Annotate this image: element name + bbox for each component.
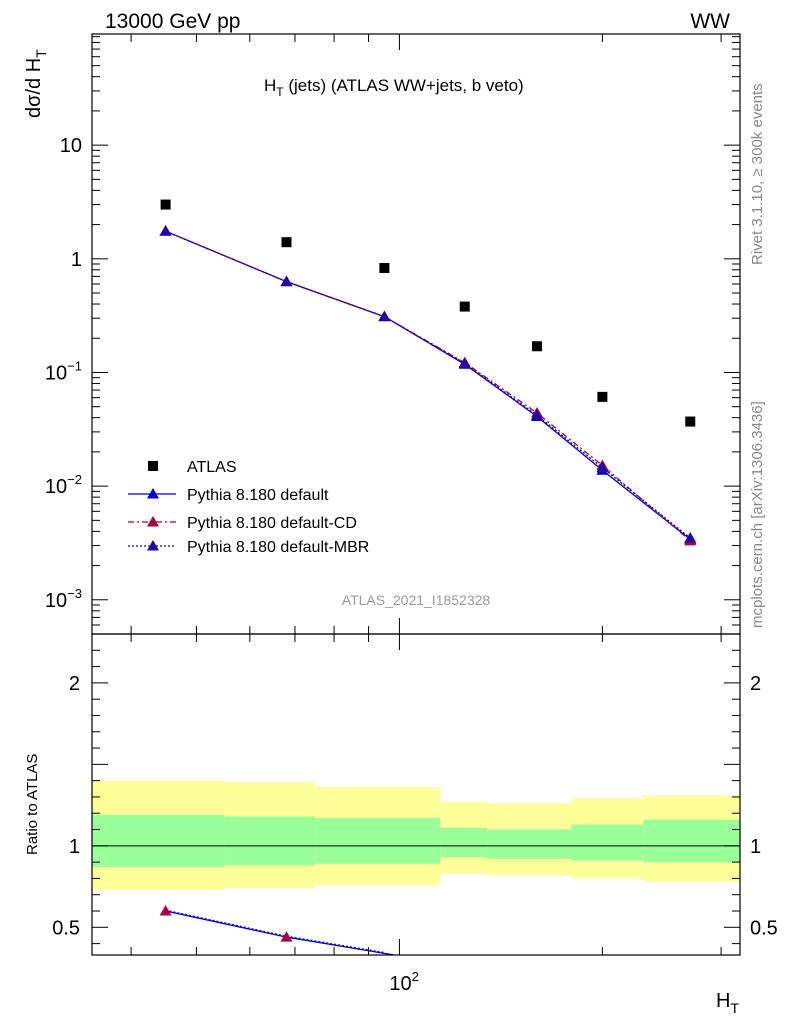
atlas-point-5 bbox=[597, 391, 608, 402]
y-tick-label-base: 10 bbox=[45, 590, 67, 612]
ratio-axis-label: Ratio to ATLAS bbox=[24, 754, 41, 855]
legend-label-2: Pythia 8.180 default-CD bbox=[187, 515, 357, 532]
y-axis-label-main: dσ/d H bbox=[23, 58, 45, 118]
y-tick-label-3: 10−2 bbox=[45, 472, 82, 498]
y-axis-label: dσ/d HT bbox=[23, 49, 49, 118]
x-axis-label-main: H bbox=[716, 990, 730, 1012]
legend-label-0: ATLAS bbox=[187, 459, 237, 476]
x-tick-label-base: 10 bbox=[389, 973, 411, 995]
process-label: WW bbox=[690, 10, 730, 33]
atlas-point-3 bbox=[459, 301, 470, 312]
y-tick-label-base: 1 bbox=[71, 249, 82, 271]
y-tick-label-base: 10 bbox=[60, 135, 82, 157]
ratio-tick-label-1: 1 bbox=[69, 836, 80, 858]
green-band-0 bbox=[92, 814, 225, 868]
chart-title: HT (jets) (ATLAS WW+jets, b veto) bbox=[264, 76, 524, 99]
y-tick-label-base: 10 bbox=[45, 362, 67, 384]
y-tick-label-exp: −1 bbox=[67, 358, 82, 373]
atlas-point-4 bbox=[532, 341, 543, 352]
atlas-point-6 bbox=[685, 416, 696, 427]
series-3-point-5 bbox=[596, 461, 609, 473]
energy-label: 13000 GeV pp bbox=[105, 10, 240, 33]
ratio-point-1 bbox=[280, 931, 293, 942]
y-tick-label-1: 1 bbox=[71, 249, 82, 271]
series-3-point-0 bbox=[159, 225, 172, 236]
legend-label-3: Pythia 8.180 default-MBR bbox=[187, 539, 369, 556]
ratio-bands bbox=[92, 780, 740, 890]
y-tick-label-base: 10 bbox=[45, 476, 67, 498]
x-tick-label-exp: 2 bbox=[412, 969, 419, 984]
y-tick-label-2: 10−1 bbox=[45, 358, 82, 384]
atlas-point-1 bbox=[281, 237, 292, 248]
ratio-tick-label-0: 2 bbox=[69, 673, 80, 695]
x-tick-label-100: 102 bbox=[389, 969, 418, 995]
x-axis-label: HT bbox=[716, 990, 739, 1016]
legend-label-1: Pythia 8.180 default bbox=[187, 487, 329, 504]
ratio-line-default bbox=[165, 910, 395, 956]
atlas-point-2 bbox=[379, 262, 390, 273]
ratio-tick-label-2: 0.5 bbox=[52, 917, 80, 939]
green-band-2 bbox=[315, 818, 441, 864]
green-band-5 bbox=[571, 824, 644, 861]
series-3-point-2 bbox=[378, 310, 391, 322]
y-tick-label-exp: −3 bbox=[67, 586, 82, 601]
y-axis-label-sub: T bbox=[33, 49, 49, 58]
ratio-tick-label-right-0: 2 bbox=[750, 673, 761, 695]
legend-marker-1 bbox=[147, 488, 159, 499]
ratio-tick-label-right-1: 1 bbox=[750, 836, 761, 858]
atlas-point-0 bbox=[160, 199, 171, 210]
ratio-point-0 bbox=[159, 905, 172, 916]
watermark: ATLAS_2021_I1852328 bbox=[342, 592, 491, 608]
legend-marker-3 bbox=[147, 540, 159, 551]
title-rest: (jets) (ATLAS WW+jets, b veto) bbox=[284, 76, 524, 95]
legend-marker-2 bbox=[147, 516, 159, 527]
title-sub: T bbox=[276, 85, 284, 99]
y-tick-label-0: 10 bbox=[60, 135, 82, 157]
legend-marker-0 bbox=[148, 461, 158, 471]
mcplots-label: mcplots.cern.ch [arXiv:1306.3436] bbox=[749, 401, 766, 628]
legend: ATLAS Pythia 8.180 default Pythia 8.180 de… bbox=[128, 459, 369, 556]
series-3-point-3 bbox=[458, 357, 471, 368]
series-3-point-4 bbox=[531, 409, 544, 420]
green-band-3 bbox=[440, 827, 488, 858]
ratio-tick-label-right-2: 0.5 bbox=[750, 917, 778, 939]
series-3-point-6 bbox=[684, 531, 697, 543]
green-band-1 bbox=[224, 816, 316, 866]
ratio-line-mbr bbox=[165, 909, 385, 953]
green-band-4 bbox=[487, 829, 572, 859]
series-3-point-1 bbox=[280, 275, 293, 287]
main-plot bbox=[159, 199, 697, 546]
ratio-plot bbox=[159, 905, 395, 956]
y-tick-label-4: 10−3 bbox=[45, 586, 82, 612]
green-band-6 bbox=[643, 819, 740, 863]
rivet-label: Rivet 3.1.10, ≥ 300k events bbox=[749, 83, 766, 265]
ratio-frame bbox=[91, 633, 741, 956]
x-axis-label-sub: T bbox=[730, 1000, 739, 1016]
y-tick-label-exp: −2 bbox=[67, 472, 82, 487]
title-main: H bbox=[264, 76, 276, 95]
